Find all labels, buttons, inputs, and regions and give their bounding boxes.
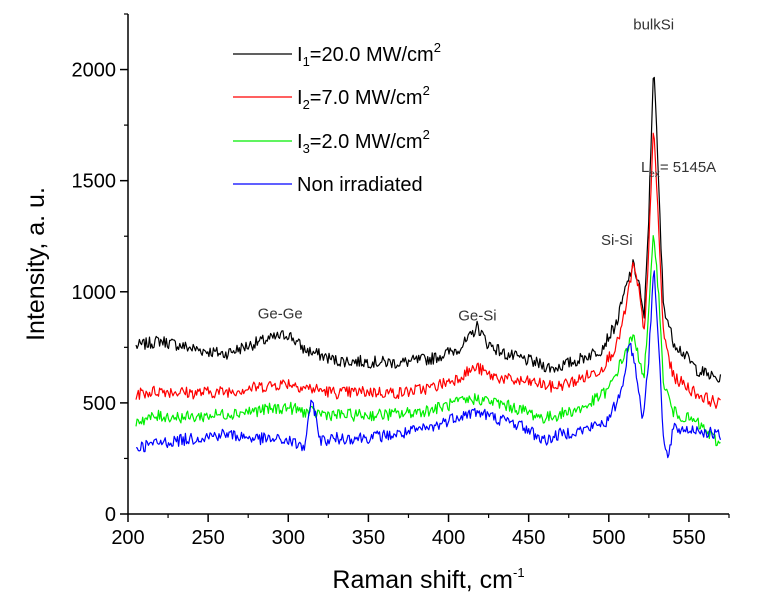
x-tick-label-450: 450: [512, 527, 545, 549]
legend-entry-3: I3=2.0 MW/cm2: [297, 127, 430, 156]
annotation-pre: L: [641, 159, 649, 176]
legend-label-sup: 2: [423, 127, 430, 142]
series-line-1: [135, 76, 722, 383]
legend-label-sub: 3: [303, 141, 310, 156]
y-tick-label-2000: 2000: [72, 60, 117, 82]
legend-label-mid: =2.0 MW/cm: [310, 131, 423, 153]
axes: [127, 14, 729, 515]
x-axis-title-sup: -1: [513, 565, 525, 580]
x-tick-label-350: 350: [352, 527, 385, 549]
legend-entry-4: Non irradiated: [297, 174, 423, 196]
x-axis-title-main: Raman shift, cm: [332, 566, 513, 594]
legend-entry-1: I1=20.0 MW/cm2: [297, 40, 441, 69]
annotation-5: Lex= 5145A: [641, 159, 716, 180]
legend-label-pre: I: [297, 131, 303, 153]
y-tick-label-0: 0: [105, 504, 116, 526]
y-tick-label-500: 500: [83, 393, 116, 415]
series-lines: [135, 76, 722, 459]
annotation-4: bulkSi: [633, 17, 674, 34]
legend-label-mid: =20.0 MW/cm: [310, 44, 434, 66]
x-tick-label-550: 550: [672, 527, 705, 549]
annotation-2: Ge-Si: [458, 308, 496, 325]
y-tick-label-1500: 1500: [72, 171, 117, 193]
legend-label-mid: =7.0 MW/cm: [310, 87, 423, 109]
annotation-mid: = 5145A: [660, 159, 716, 176]
legend-label: Non irradiated: [297, 174, 423, 196]
series-line-3: [135, 235, 721, 447]
x-tick-label-400: 400: [432, 527, 465, 549]
ticks: 200 250 300 350 400 450 500 550 0 500 1000 1500 2000…: [22, 13, 730, 594]
annotation-1: Ge-Ge: [258, 305, 303, 322]
x-tick-label-250: 250: [191, 527, 224, 549]
legend-label-pre: I: [297, 87, 303, 109]
annotation-sub: ex: [649, 169, 660, 180]
y-tick-label-1000: 1000: [72, 282, 117, 304]
x-axis-title: Raman shift, cm-1: [332, 565, 524, 594]
x-tick-label-200: 200: [111, 527, 144, 549]
x-tick-label-500: 500: [592, 527, 625, 549]
legend-entry-2: I2=7.0 MW/cm2: [297, 83, 430, 112]
series-line-2: [135, 132, 721, 409]
legend-label-sup: 2: [423, 83, 430, 98]
legend-label-sup: 2: [434, 40, 441, 55]
y-axis-title: Intensity, a. u.: [22, 187, 50, 341]
annotation-3: Si-Si: [601, 232, 633, 249]
legend-label-sub: 1: [303, 54, 310, 69]
legend-label-sub: 2: [303, 97, 310, 112]
legend-label-pre: I: [297, 44, 303, 66]
annotations: Ge-Ge Ge-Si Si-Si bulkSi Lex= 5145A: [258, 17, 716, 325]
x-tick-label-300: 300: [272, 527, 305, 549]
series-line-4: [135, 270, 722, 459]
